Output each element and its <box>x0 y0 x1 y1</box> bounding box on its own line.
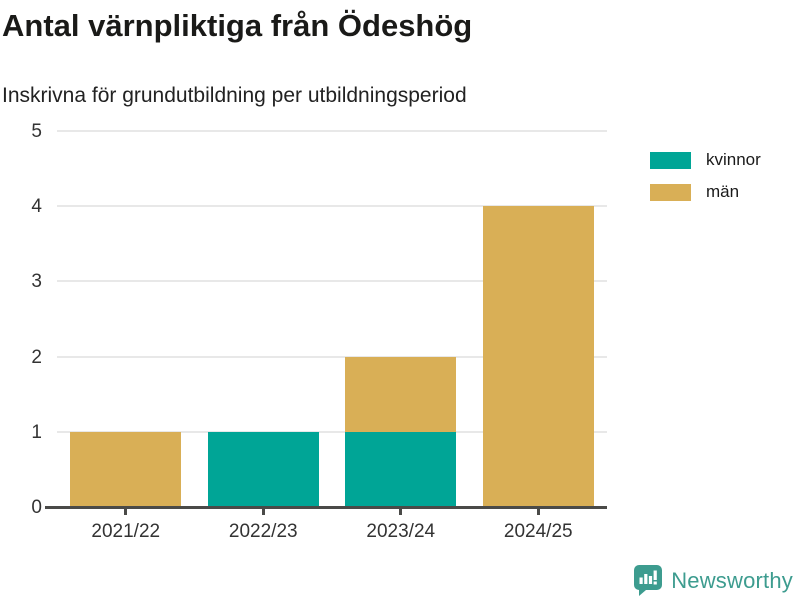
legend-swatch-kvinnor <box>650 151 691 169</box>
legend-swatch-män <box>650 183 691 201</box>
gridline-y1 <box>57 430 607 433</box>
bar-kvinnor-2023/24 <box>345 431 457 507</box>
x-axis-line <box>45 506 607 509</box>
x-tick-label-2024/25: 2024/25 <box>503 521 573 542</box>
brand-name: Newsworthy <box>671 567 793 593</box>
bar-män-2021/22 <box>70 431 182 507</box>
legend-label-kvinnor: kvinnor <box>706 150 761 169</box>
x-tick-label-2021/22: 2021/22 <box>91 521 161 542</box>
gridline-y3 <box>57 280 607 283</box>
y-tick-label-1: 1 <box>31 421 42 443</box>
x-tick-label-2022/23: 2022/23 <box>228 521 298 542</box>
x-tick-2021/22 <box>124 507 128 515</box>
y-tick-label-4: 4 <box>31 196 42 218</box>
bar-män-2024/25 <box>482 206 594 507</box>
newsworthy-logo-icon <box>634 565 663 596</box>
chart-title: Antal värnpliktiga från Ödeshög <box>2 8 473 43</box>
y-tick-label-0: 0 <box>31 497 42 518</box>
legend-item-män: män <box>650 182 761 202</box>
brand-footer[interactable]: Newsworthy <box>634 565 793 596</box>
x-tick-2024/25 <box>536 507 540 515</box>
gridline-y5 <box>57 130 607 132</box>
bar-kvinnor-2022/23 <box>207 431 319 507</box>
gridline-y4 <box>57 205 607 208</box>
y-tick-label-2: 2 <box>31 346 42 368</box>
x-tick-2022/23 <box>261 507 265 515</box>
chart-subtitle: Inskrivna för grundutbildning per utbild… <box>2 84 467 107</box>
y-tick-label-3: 3 <box>31 271 42 293</box>
bar-män-2023/24 <box>345 356 457 432</box>
x-tick-label-2023/24: 2023/24 <box>366 521 436 542</box>
x-tick-2023/24 <box>399 507 403 515</box>
gridline-y2 <box>57 355 607 358</box>
y-tick-label-5: 5 <box>31 121 42 142</box>
legend-item-kvinnor: kvinnor <box>650 150 761 170</box>
legend: kvinnor män <box>650 150 761 202</box>
legend-label-män: män <box>706 182 740 201</box>
